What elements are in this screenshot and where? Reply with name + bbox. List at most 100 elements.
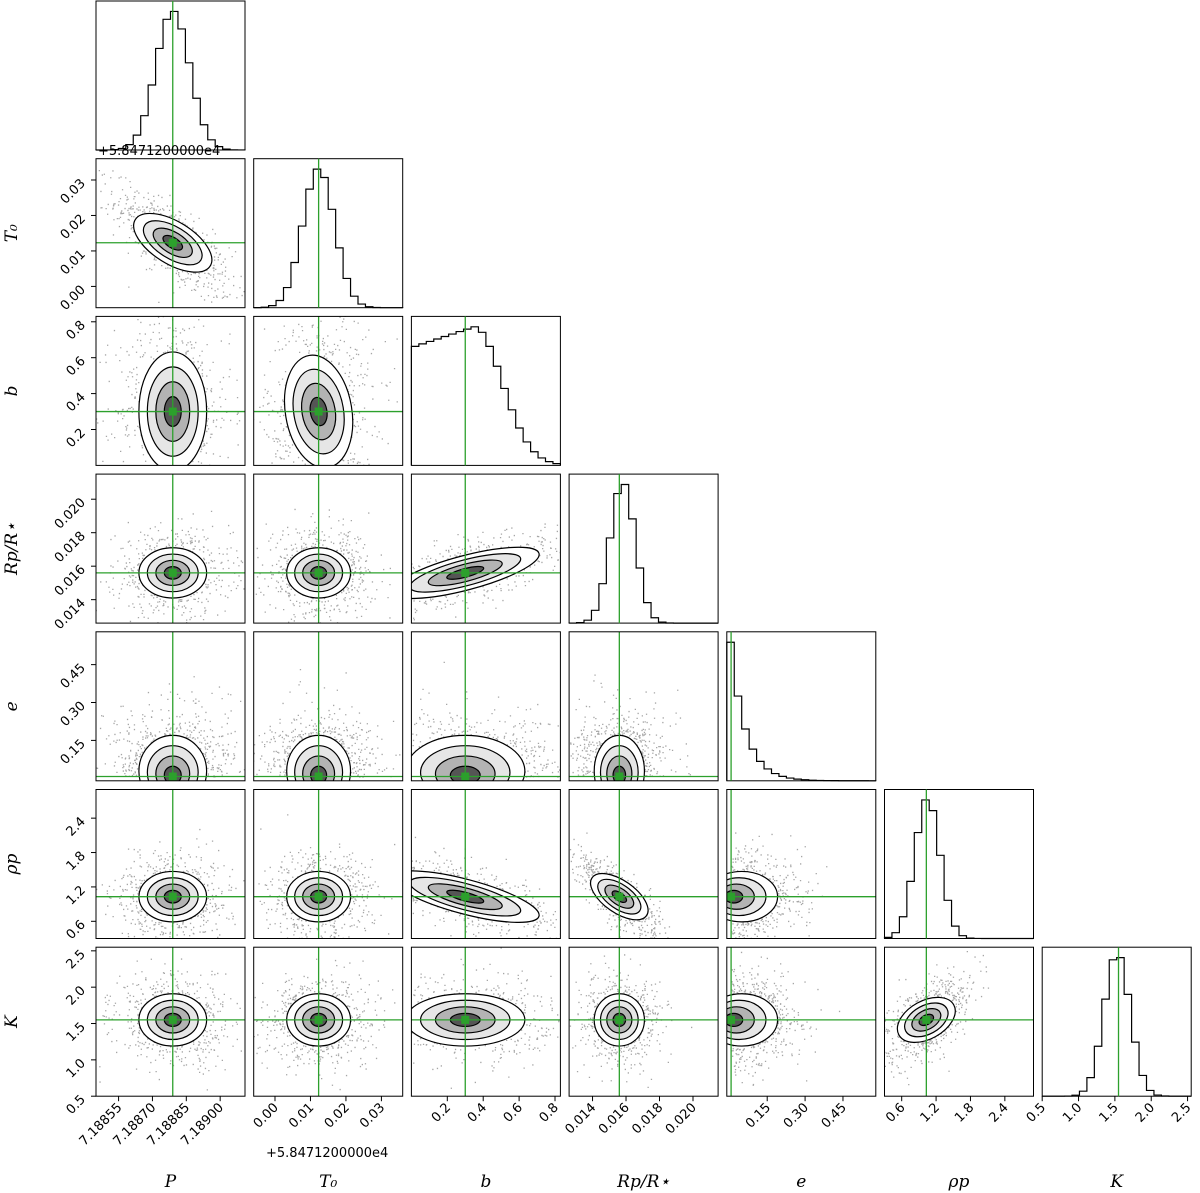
y-tick-label: 0.6 — [64, 918, 89, 943]
panel-frame — [568, 946, 719, 1097]
hist-steps-e — [726, 641, 877, 782]
truth-marker — [314, 407, 323, 416]
x-tick-label: 0.5 — [1024, 1100, 1049, 1125]
y-axis-label-K: K — [2, 1014, 22, 1029]
panel-rp-rho — [568, 789, 719, 939]
hist-steps-rp — [568, 483, 719, 624]
x-tick-label: 1.0 — [1060, 1100, 1085, 1125]
panel-frame — [253, 473, 404, 624]
y-tick-label: 1.0 — [64, 1056, 89, 1081]
y-tick-label: 0.01 — [58, 247, 89, 278]
x-axis-label-e: e — [796, 1172, 806, 1192]
y-axis-label-T0: T₀ — [2, 224, 22, 242]
panel-content — [569, 631, 719, 781]
y-tick-label: 0.016 — [52, 562, 89, 599]
panel-content — [726, 789, 876, 939]
truth-marker — [615, 1015, 624, 1024]
panel-frame — [95, 473, 246, 624]
x-axis-label-T0: T₀ — [319, 1172, 337, 1192]
scatter-points — [98, 170, 245, 303]
panel-frame — [95, 946, 246, 1097]
truth-marker — [168, 772, 177, 781]
truth-marker — [168, 568, 177, 577]
hist-frame-K — [1041, 946, 1192, 1097]
panel-e-rho — [726, 789, 877, 939]
panel-b-rho — [410, 789, 561, 939]
hist-panel-e — [726, 631, 877, 782]
y-tick-label: 2.0 — [64, 983, 89, 1008]
hist-steps-rho — [883, 799, 1034, 940]
panel-bg — [411, 474, 561, 624]
truth-marker — [615, 772, 624, 781]
panel-frame — [95, 631, 246, 782]
panel-P-T0 — [95, 158, 246, 309]
scatter-points — [96, 510, 245, 624]
x-tick-label: 0.03 — [357, 1100, 388, 1131]
y-tick-label: 2.4 — [64, 814, 89, 839]
panel-b-rp — [410, 473, 561, 624]
x-tick-label: 1.5 — [1096, 1100, 1121, 1125]
y-axis-label-b: b — [2, 385, 22, 396]
hist-panel-rho — [883, 789, 1034, 940]
y-tick-label: 0.15 — [58, 737, 89, 768]
hist-steps-T0 — [253, 168, 403, 309]
x-tick-label: 0.014 — [562, 1100, 599, 1137]
panel-T0-rho — [253, 789, 404, 939]
panel-frame — [568, 631, 719, 782]
panel-P-rho — [95, 789, 246, 939]
hist-steps-b — [410, 326, 561, 466]
y-tick-label: 0.4 — [64, 390, 89, 415]
y-tick-label: 0.00 — [58, 283, 89, 314]
panel-content — [411, 789, 561, 939]
panel-content — [569, 947, 719, 1097]
panel-b-e — [410, 631, 561, 782]
truth-marker — [168, 892, 177, 901]
panel-content — [253, 947, 403, 1097]
x-tick-label: 0.016 — [596, 1100, 633, 1137]
y-axis-label-rho: ρp — [2, 853, 22, 875]
panel-T0-b — [253, 315, 404, 466]
truth-marker — [314, 1015, 323, 1024]
panel-e-K — [726, 946, 877, 1097]
truth-marker — [314, 772, 323, 781]
panel-rho-K — [884, 946, 1034, 1097]
panel-T0-e — [253, 631, 404, 782]
truth-marker — [168, 1015, 177, 1024]
x-tick-label: 0.018 — [629, 1100, 666, 1137]
panel-frame — [253, 315, 404, 466]
panel-content — [569, 789, 719, 939]
panel-frame — [95, 158, 246, 309]
panel-frame — [95, 789, 246, 939]
x-tick-label: 0.15 — [743, 1100, 774, 1131]
x-tick-label: 0.4 — [465, 1100, 490, 1125]
panel-P-e — [95, 631, 246, 782]
scatter-points — [731, 951, 841, 1086]
x-tick-label: 0.020 — [663, 1100, 700, 1137]
y-tick-label: 1.2 — [64, 883, 89, 908]
x-tick-label: 2.5 — [1169, 1100, 1194, 1125]
panel-content — [96, 474, 245, 624]
x-tick-label: 0.01 — [286, 1100, 317, 1131]
x-tick-label: 1.8 — [952, 1100, 977, 1125]
panel-P-rp — [95, 473, 246, 624]
hist-steps-K — [1042, 957, 1192, 1097]
y-tick-label: 1.5 — [64, 1020, 89, 1045]
y-axis-label-e: e — [2, 701, 22, 711]
x-tick-label: 0.30 — [781, 1100, 812, 1131]
panel-content — [96, 158, 245, 308]
panel-rp-K — [568, 946, 719, 1097]
truth-marker — [314, 568, 323, 577]
panel-content — [726, 947, 876, 1097]
panel-frame — [726, 789, 877, 939]
y-tick-label: 0.6 — [64, 354, 89, 379]
panel-content — [253, 631, 403, 781]
panel-content — [253, 316, 403, 466]
y-tick-label: 0.30 — [58, 699, 89, 730]
panel-P-b — [95, 315, 246, 466]
panel-content — [411, 947, 561, 1097]
x-tick-label: 2.0 — [1133, 1100, 1158, 1125]
x-tick-label: 2.4 — [986, 1100, 1011, 1125]
hist-panel-b — [410, 315, 561, 466]
offset-text-T0: +5.8471200000e4 — [266, 1146, 388, 1161]
x-tick-label: 0.00 — [251, 1100, 282, 1131]
